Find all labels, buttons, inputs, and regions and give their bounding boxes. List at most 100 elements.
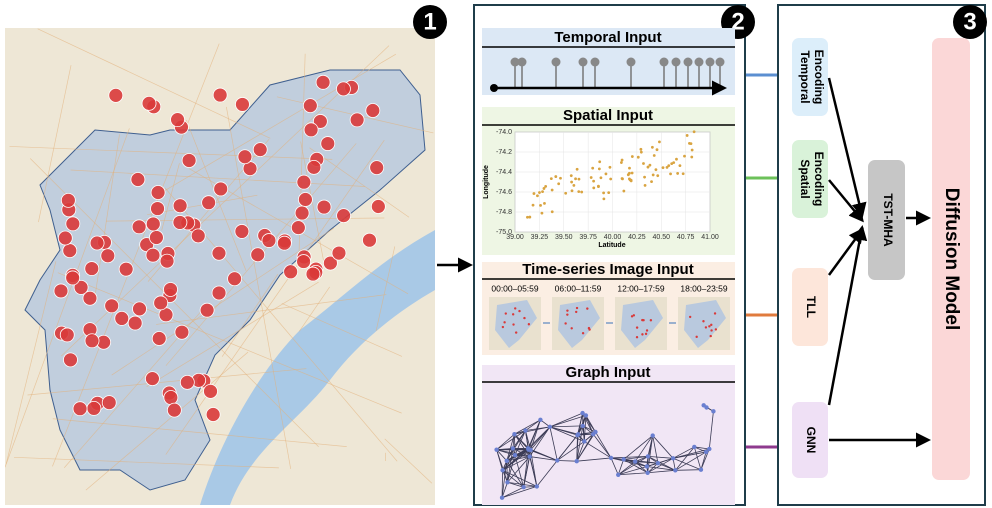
incident-point [304,123,318,137]
incident-point [277,236,291,250]
incident-point [54,284,68,298]
thumbnail-point [512,323,514,325]
graph-node [512,432,516,436]
graph-node [616,473,620,477]
incident-point [151,202,165,216]
scatter-point [627,173,630,176]
incident-point [251,248,265,262]
module-label: Temporal [798,50,812,103]
incident-point [73,402,87,416]
scatter-point [598,168,601,171]
y-axis-label: Longitude [483,165,490,199]
scatter-point [658,140,661,143]
y-tick-label: -74.8 [496,209,512,216]
scatter-point [690,142,693,145]
scatter-point [574,177,577,180]
x-tick-label: 39.75 [579,234,597,241]
incident-point [63,353,77,367]
module-label: Encoding [812,50,826,105]
scatter-point [651,146,654,149]
scatter-point [571,189,574,192]
scatter-point [592,180,595,183]
step-number: 3 [963,8,976,35]
incident-point [152,331,166,345]
incident-point [180,375,194,389]
scatter-point [605,172,608,175]
scatter-point [639,148,642,151]
incident-point [61,193,75,207]
scatter-point [528,216,531,219]
thumbnail-point [650,319,652,321]
incident-point [145,372,159,386]
scatter-point [629,178,632,181]
graph-node [535,484,539,488]
scatter-point [600,176,603,179]
x-tick-label: 39.50 [555,234,573,241]
incident-point [298,193,312,207]
incident-point [63,244,77,258]
module-label: TLL [804,296,818,318]
incident-point [214,182,228,196]
graph-node [609,456,613,460]
scatter-point [631,155,634,158]
scatter-point [572,184,575,187]
thumbnail-point [641,333,643,335]
graph-node [575,433,579,437]
scatter-point [557,182,560,185]
incident-point [235,224,249,238]
scatter-point [541,190,544,193]
thumbnail-point [514,307,516,309]
incident-point [101,249,115,263]
incident-point [85,262,99,276]
scatter-point [676,172,679,175]
incident-point [200,303,214,317]
incident-point [371,199,385,213]
time-series-title: Time-series Image Input [522,261,693,278]
module-label: GNN [804,427,818,454]
scatter-point [570,181,573,184]
incident-point [102,396,116,410]
thumbnail-point [708,325,710,327]
thumbnail-point [715,328,717,330]
graph-node [704,450,708,454]
incident-point [132,220,146,234]
scatter-point [554,175,557,178]
graph-node [505,459,509,463]
event-head [552,58,561,67]
graph-node [521,485,525,489]
module-label: Spatial [798,159,812,198]
scatter-point [570,174,573,177]
incident-point [191,229,205,243]
incident-point [131,172,145,186]
graph-node [704,405,708,409]
scatter-point [533,192,536,195]
incident-point [154,296,168,310]
graph-node [593,430,597,434]
event-head [695,58,704,67]
graph-node [526,447,530,451]
y-tick-label: -74.0 [496,129,512,136]
scatter-point [666,166,669,169]
graph-node [651,433,655,437]
y-tick-label: -74.4 [496,169,512,176]
graph-node [671,456,675,460]
graph-node [711,409,715,413]
scatter-point [621,177,624,180]
incident-point [295,206,309,220]
graph-node [581,424,585,428]
incident-point [171,113,185,127]
incident-point [175,325,189,339]
incident-point [306,267,320,281]
incident-point [60,328,74,342]
incident-point [212,246,226,260]
incident-point [316,75,330,89]
thumbnail-point [714,312,716,314]
event-head [518,58,527,67]
thumbnail-point [576,307,578,309]
thumbnail-point [566,309,568,311]
graph-node [656,461,660,465]
graph-title: Graph Input [566,364,651,381]
event-head [706,58,715,67]
graph-node [699,468,703,472]
event-head [660,58,669,67]
